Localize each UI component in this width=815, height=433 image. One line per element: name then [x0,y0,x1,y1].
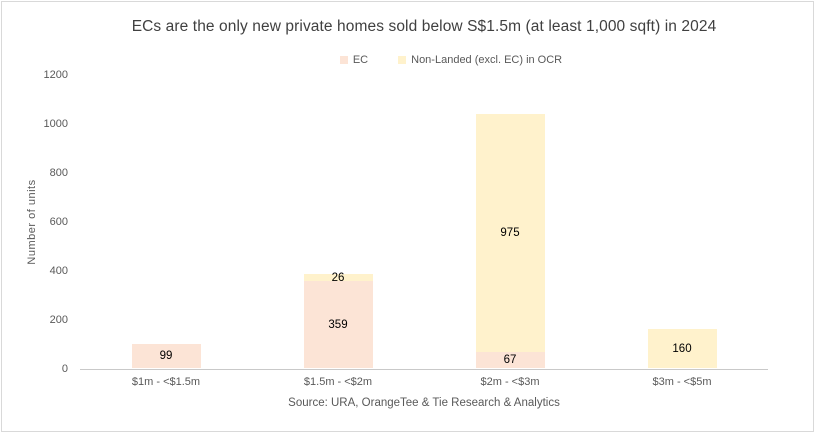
bar-value-label: 160 [672,342,692,355]
bar-segment-non_landed: 975 [475,113,545,353]
x-category-label: $1.5m - <$2m [303,376,373,388]
y-tick-label: 0 [61,362,68,375]
legend: EC Non-Landed (excl. EC) in OCR [80,54,768,66]
bar-segment-ec: 359 [303,280,373,369]
bar-segment-ec: 67 [475,352,545,369]
legend-label-ec: EC [352,54,369,66]
bar-segment-ec: 99 [131,344,201,369]
bar-segment-non_landed: 160 [647,329,717,369]
x-category-label: $1m - <$1.5m [131,376,201,388]
y-tick-label: 400 [49,264,68,277]
x-axis-line [80,369,768,370]
legend-swatch-non-landed-icon [398,56,407,64]
legend-item-non-landed: Non-Landed (excl. EC) in OCR [398,54,562,66]
legend-swatch-ec-icon [339,56,348,64]
y-tick-label: 1000 [43,117,68,130]
legend-item-ec: EC [339,54,369,66]
x-category-label: $3m - <$5m [652,376,712,388]
bar-value-label: 67 [503,354,517,367]
bar-value-label: 359 [328,318,348,331]
legend-label-non-landed: Non-Landed (excl. EC) in OCR [411,54,563,66]
chart-title: ECs are the only new private homes sold … [131,18,717,35]
source-caption: Source: URA, OrangeTee & Tie Research & … [288,397,560,409]
bar-segment-non_landed: 26 [303,272,373,284]
y-tick-label: 1200 [43,69,68,81]
y-tick-label: 200 [49,313,68,326]
bar-value-label: 975 [500,226,520,239]
y-tick-label: 600 [49,215,68,228]
bar-value-label: 99 [159,350,173,363]
bar-value-label: 26 [331,271,345,284]
y-tick-label: 800 [49,166,68,179]
x-category-label: $2m - <$3m [480,376,540,388]
